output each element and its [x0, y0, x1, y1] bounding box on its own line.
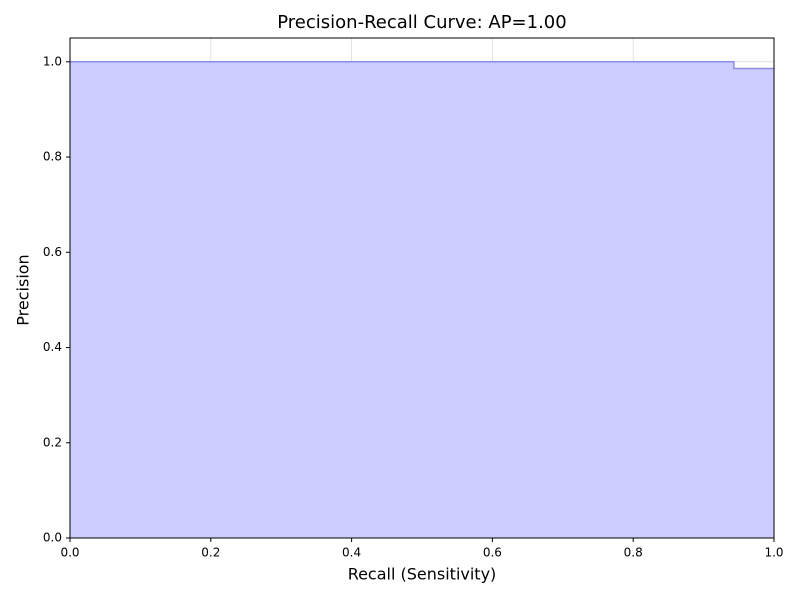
x-axis-label: Recall (Sensitivity) [348, 565, 497, 584]
y-tick-label: 0.0 [43, 531, 62, 545]
chart-title: Precision-Recall Curve: AP=1.00 [277, 12, 566, 33]
plot-frame [69, 37, 775, 539]
y-tick-label: 0.6 [43, 245, 62, 259]
x-tick-label: 0.8 [624, 546, 643, 560]
x-tick-label: 0.0 [60, 546, 79, 560]
y-tick-label: 0.8 [43, 150, 62, 164]
x-tick-label: 0.4 [342, 546, 361, 560]
y-tick-label: 0.2 [43, 435, 62, 449]
y-tick-label: 0.4 [43, 340, 62, 354]
pr-area [70, 61, 774, 539]
x-tick-label: 0.2 [201, 546, 220, 560]
x-tick-label: 1.0 [764, 546, 783, 560]
pr-curve [70, 61, 774, 70]
y-axis-label: Precision [14, 254, 33, 325]
y-tick-label: 1.0 [43, 54, 62, 68]
x-tick-label: 0.6 [483, 546, 502, 560]
